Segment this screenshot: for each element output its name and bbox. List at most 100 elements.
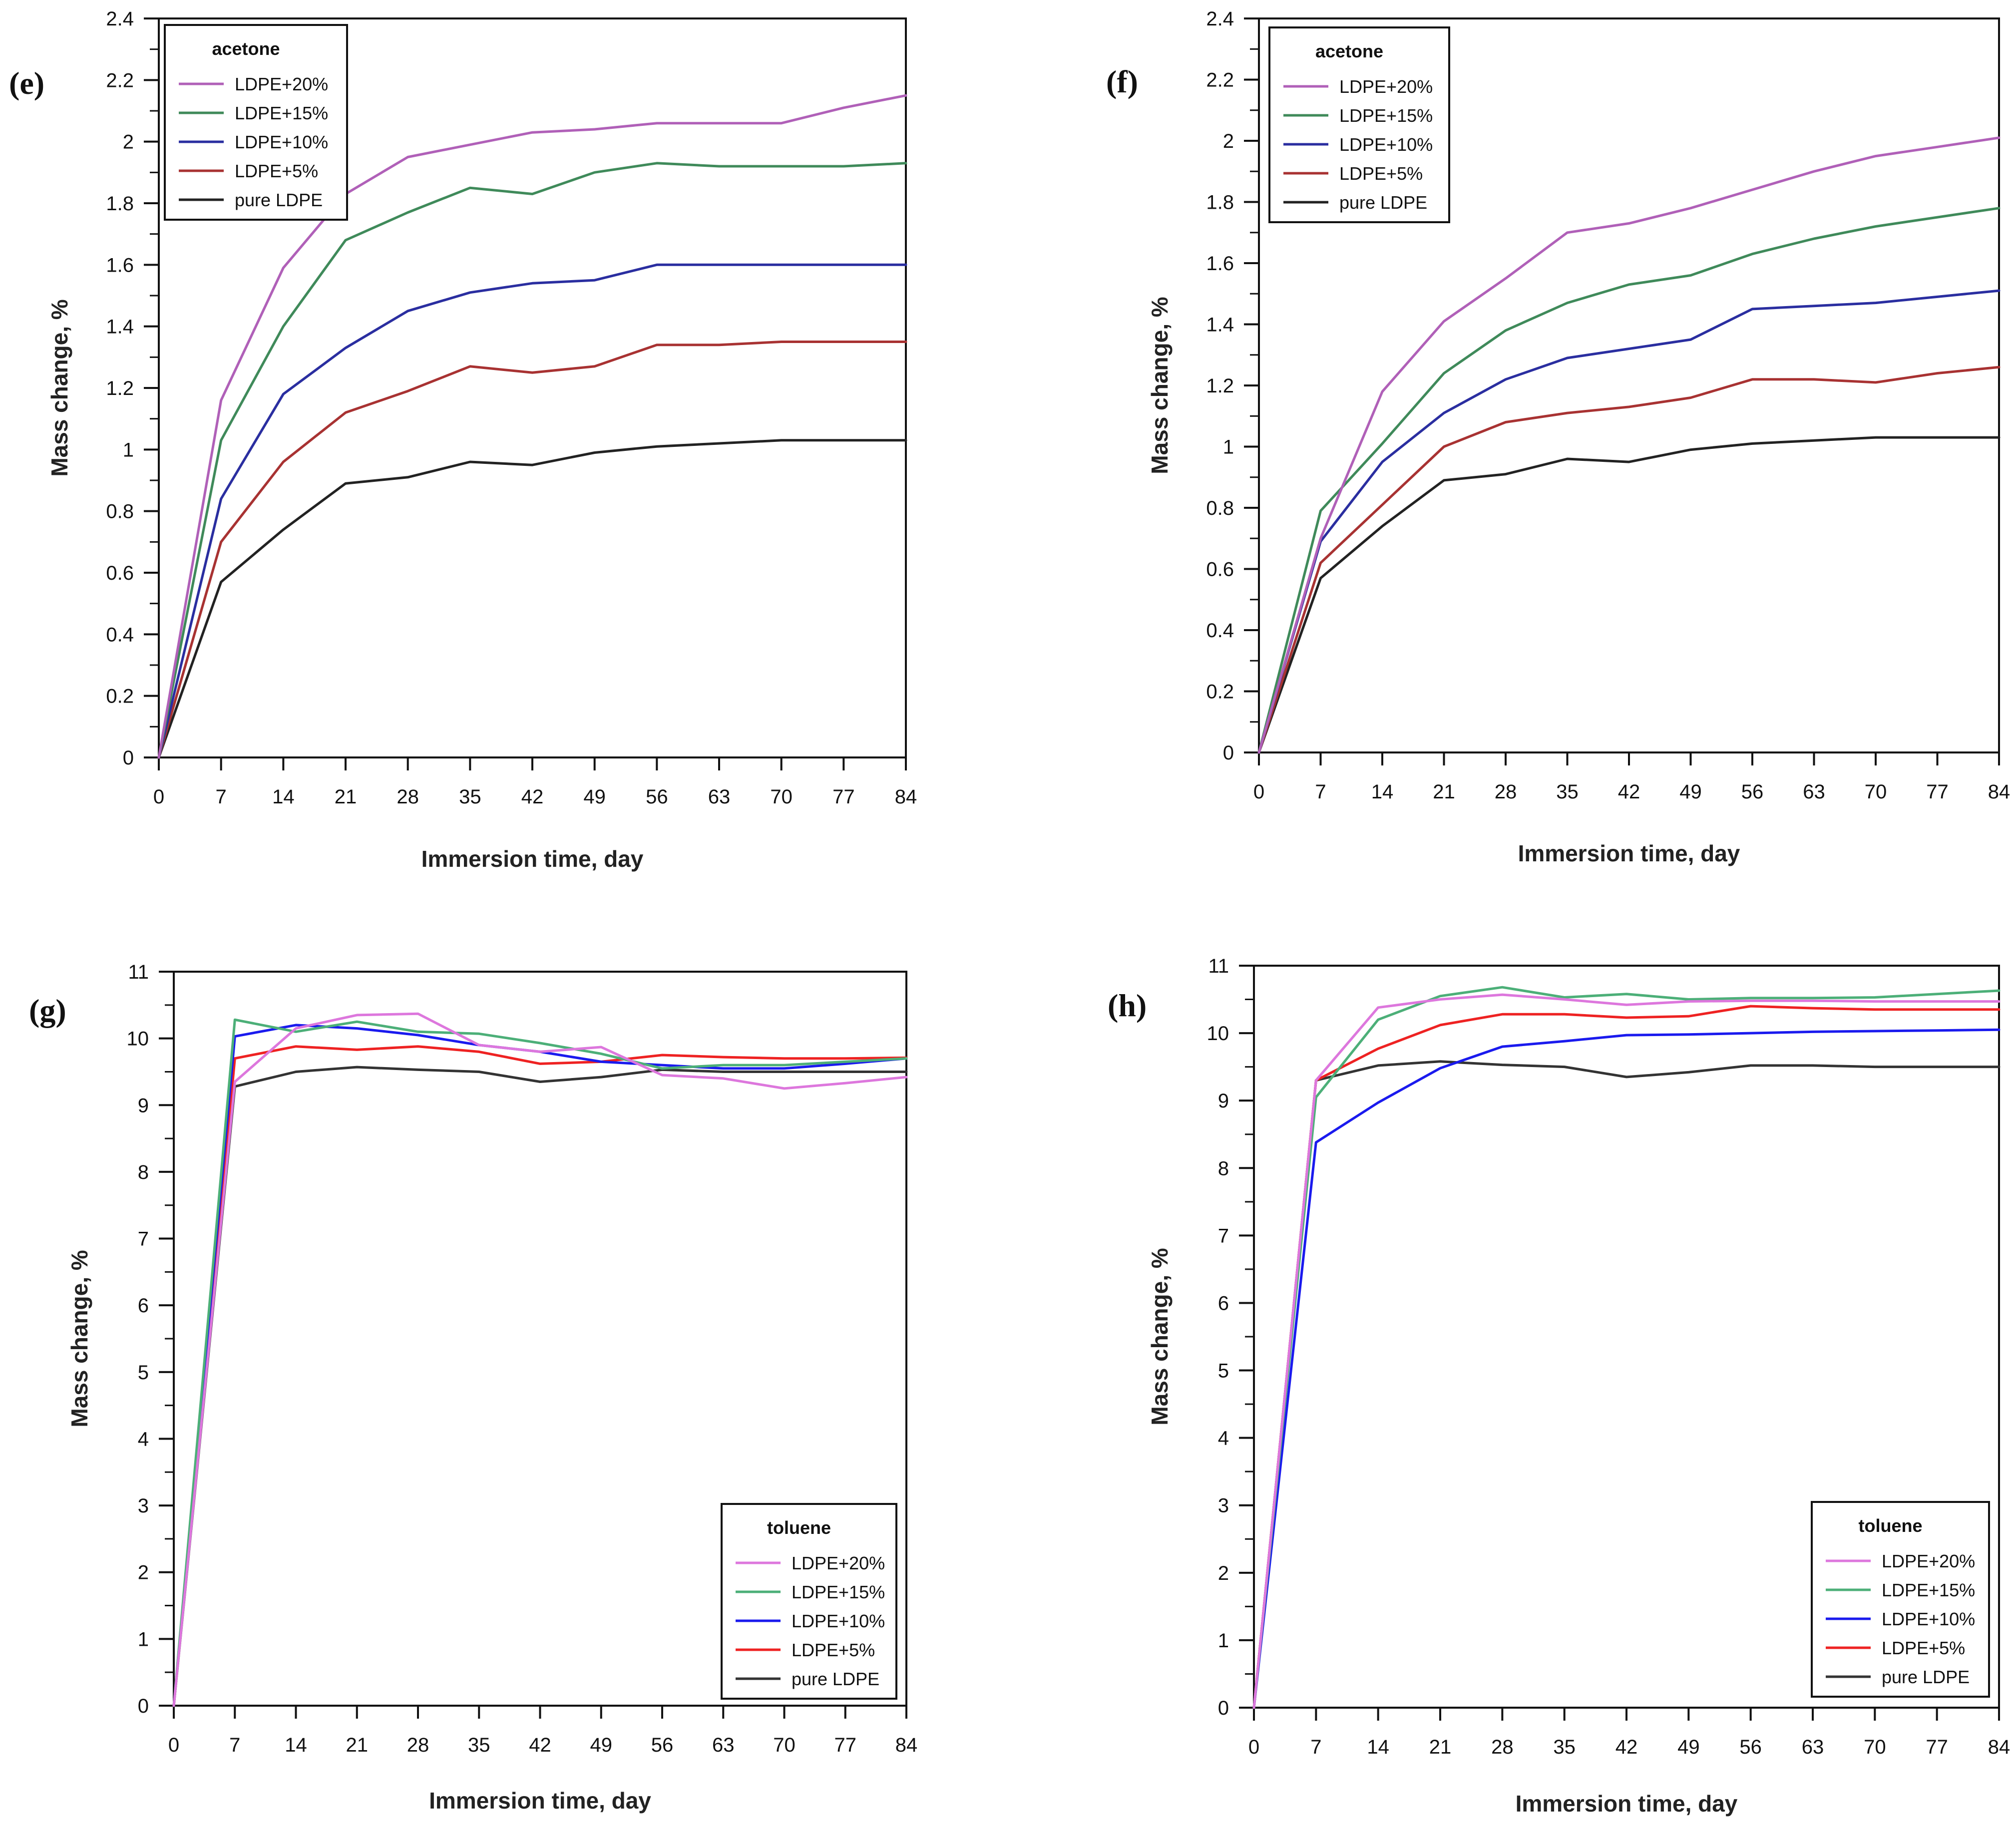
x-axis-title: Immersion time, day (1518, 840, 1740, 866)
legend-label: LDPE+10% (792, 1611, 885, 1631)
x-tick-label: 21 (335, 786, 357, 808)
x-tick-label: 84 (1988, 781, 2011, 803)
legend-label: pure LDPE (792, 1669, 879, 1689)
y-tick-label: 1.4 (106, 316, 134, 338)
series-line-ldpe-20 (157, 94, 907, 759)
legend-label: LDPE+5% (792, 1640, 875, 1660)
x-tick-label: 42 (521, 786, 544, 808)
y-tick-label: 0.6 (106, 562, 134, 584)
legend-title: toluene (1858, 1515, 1922, 1536)
series-line-pure-ldpe (172, 1066, 908, 1707)
x-tick-label: 77 (832, 786, 855, 808)
y-tick-label: 1.4 (1206, 314, 1234, 336)
y-tick-label: 1.6 (106, 254, 134, 276)
y-tick-label: 2.4 (1206, 8, 1234, 30)
legend-label: LDPE+15% (235, 103, 328, 123)
legend-label: LDPE+5% (1339, 163, 1423, 184)
legend-label: pure LDPE (235, 190, 323, 210)
x-tick-label: 77 (1926, 781, 1949, 803)
series-group (157, 94, 907, 759)
y-tick-label: 5 (138, 1362, 149, 1384)
y-tick-label: 1.6 (1206, 253, 1234, 275)
x-tick-label: 63 (712, 1734, 735, 1756)
series-line-ldpe-15 (172, 1018, 908, 1707)
x-tick-label: 14 (1371, 781, 1394, 803)
y-tick-label: 11 (128, 961, 149, 983)
y-tick-label: 8 (1218, 1157, 1229, 1179)
legend-title: acetone (1315, 41, 1383, 61)
legend-title: acetone (212, 38, 280, 59)
legend-label: LDPE+15% (1339, 105, 1433, 126)
y-tick-label: 1.8 (1206, 192, 1234, 214)
x-tick-label: 77 (1926, 1736, 1948, 1758)
y-tick-label: 1 (138, 1628, 149, 1650)
y-tick-label: 2 (1223, 130, 1234, 152)
y-tick-label: 0 (1223, 742, 1234, 764)
series-line-ldpe-20 (172, 1012, 908, 1707)
y-tick-label: 7 (1218, 1225, 1229, 1247)
panel-letter: (e) (9, 65, 44, 101)
y-tick-label: 4 (138, 1428, 149, 1450)
x-tick-label: 14 (1367, 1736, 1389, 1758)
x-tick-label: 14 (272, 786, 295, 808)
panel-letter: (g) (29, 993, 66, 1028)
y-tick-label: 0 (138, 1695, 149, 1717)
y-tick-label: 10 (1207, 1023, 1229, 1045)
legend-label: LDPE+15% (792, 1582, 885, 1602)
x-tick-label: 35 (459, 786, 481, 808)
x-tick-label: 49 (583, 786, 606, 808)
x-tick-label: 0 (153, 786, 164, 808)
y-tick-label: 0 (1218, 1697, 1229, 1719)
y-tick-label: 0.2 (1206, 681, 1234, 703)
chart-panel-3: (g)0 7 14 21 28 35 42 49 56 63 70 77 840123456789101… (29, 961, 917, 1814)
x-tick-label: 56 (1741, 781, 1764, 803)
legend-label: LDPE+15% (1882, 1580, 1975, 1600)
legend: acetone LDPE+20% LDPE+15% LDPE+10% LDPE+5% pu… (1268, 26, 1450, 223)
x-tick-label: 28 (407, 1734, 429, 1756)
legend-label: LDPE+5% (1882, 1638, 1965, 1658)
y-tick-label: 6 (1218, 1292, 1229, 1314)
series-group (1257, 136, 2001, 754)
legend-label: LDPE+5% (235, 161, 318, 181)
y-tick-label: 0 (123, 747, 134, 769)
y-tick-label: 1 (1223, 436, 1234, 458)
series-line-ldpe-5 (1252, 1005, 2001, 1709)
y-tick-label: 9 (138, 1095, 149, 1116)
series-line-pure-ldpe (1257, 436, 2001, 754)
legend-label: pure LDPE (1339, 192, 1427, 213)
series-group (172, 1012, 908, 1707)
series-line-ldpe-5 (172, 1045, 908, 1707)
legend-label: pure LDPE (1882, 1667, 1970, 1687)
legend-box (1268, 26, 1450, 223)
legend-label: LDPE+20% (1339, 76, 1433, 97)
x-tick-label: 21 (346, 1734, 369, 1756)
legend: toluene LDPE+20% LDPE+15% LDPE+10% LDPE+5% pu… (721, 1503, 897, 1700)
y-tick-label: 0.6 (1206, 559, 1234, 581)
x-axis-title: Immersion time, day (421, 846, 644, 872)
series-line-ldpe-10 (1257, 289, 2001, 754)
series-group (1252, 986, 2001, 1709)
x-tick-label: 7 (1315, 781, 1326, 803)
y-tick-label: 2.4 (106, 8, 134, 30)
y-tick-label: 0.4 (106, 624, 134, 646)
x-tick-label: 7 (216, 786, 227, 808)
x-tick-label: 21 (1429, 1736, 1452, 1758)
series-line-ldpe-10 (157, 263, 907, 759)
y-tick-label: 2 (138, 1562, 149, 1584)
legend-title: toluene (767, 1517, 831, 1538)
legend: toluene LDPE+20% LDPE+15% LDPE+10% LDPE+5% pu… (1811, 1501, 1990, 1698)
x-tick-label: 70 (1864, 1736, 1886, 1758)
y-tick-label: 2 (1218, 1562, 1229, 1584)
y-tick-label: 0.8 (106, 501, 134, 523)
legend-label: LDPE+10% (1882, 1609, 1975, 1629)
y-tick-label: 2.2 (1206, 69, 1234, 91)
x-tick-label: 63 (708, 786, 731, 808)
x-tick-label: 84 (895, 786, 917, 808)
y-axis-title: Mass change, % (66, 1250, 92, 1427)
series-line-ldpe-15 (157, 162, 907, 759)
y-tick-label: 3 (1218, 1495, 1229, 1517)
x-tick-label: 35 (1553, 1736, 1576, 1758)
x-axis-title: Immersion time, day (429, 1788, 651, 1814)
y-tick-label: 1 (1218, 1630, 1229, 1652)
